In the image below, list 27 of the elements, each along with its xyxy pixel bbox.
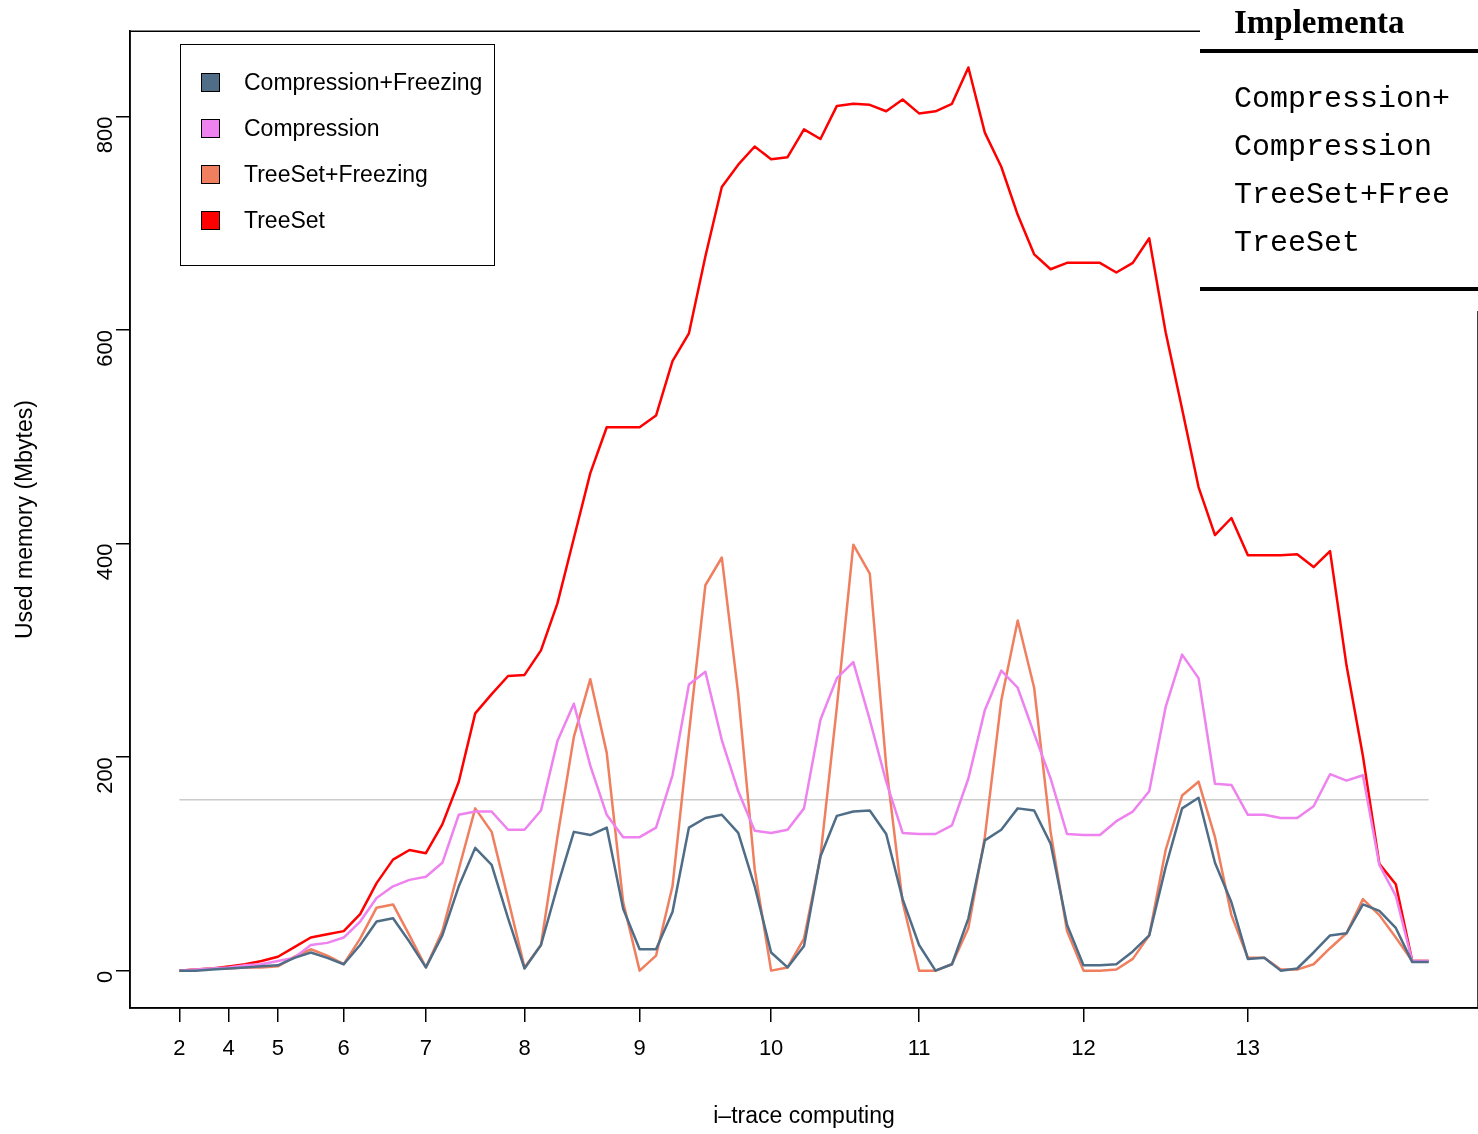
y-tick-label: 0 [92, 970, 118, 983]
annotation: Implementa [1233, 4, 1406, 41]
x-tick-label: 4 [222, 1035, 235, 1061]
y-tick-label: 400 [92, 543, 118, 581]
annotation: Compression+ [1233, 81, 1452, 118]
x-tick-label: 2 [173, 1035, 186, 1061]
legend-label: Compression [244, 114, 380, 142]
x-tick-label: 6 [337, 1035, 350, 1061]
x-tick-label: 12 [1071, 1035, 1096, 1061]
x-axis-title: i–trace computing [713, 1101, 895, 1128]
y-axis-title: Used memory (Mbytes) [11, 400, 38, 640]
x-tick-label: 10 [758, 1035, 784, 1061]
x-tick-label: 8 [518, 1035, 531, 1061]
legend-label: TreeSet+Freezing [244, 160, 428, 188]
x-tick-label: 5 [271, 1035, 285, 1061]
x-tick-label: 7 [419, 1035, 433, 1061]
legend-label: TreeSet [244, 206, 325, 234]
y-tick-label: 800 [92, 116, 118, 154]
annotation: Compression [1233, 129, 1434, 166]
y-tick-label: 200 [92, 757, 118, 794]
x-tick-label: 11 [907, 1035, 931, 1061]
x-tick-label: 9 [633, 1035, 646, 1061]
x-tick-label: 13 [1235, 1035, 1261, 1061]
legend-label: Compression+Freezing [244, 68, 483, 96]
annotation: TreeSet+Free [1233, 177, 1452, 214]
y-tick-label: 600 [92, 330, 118, 367]
annotation: TreeSet [1233, 225, 1362, 262]
